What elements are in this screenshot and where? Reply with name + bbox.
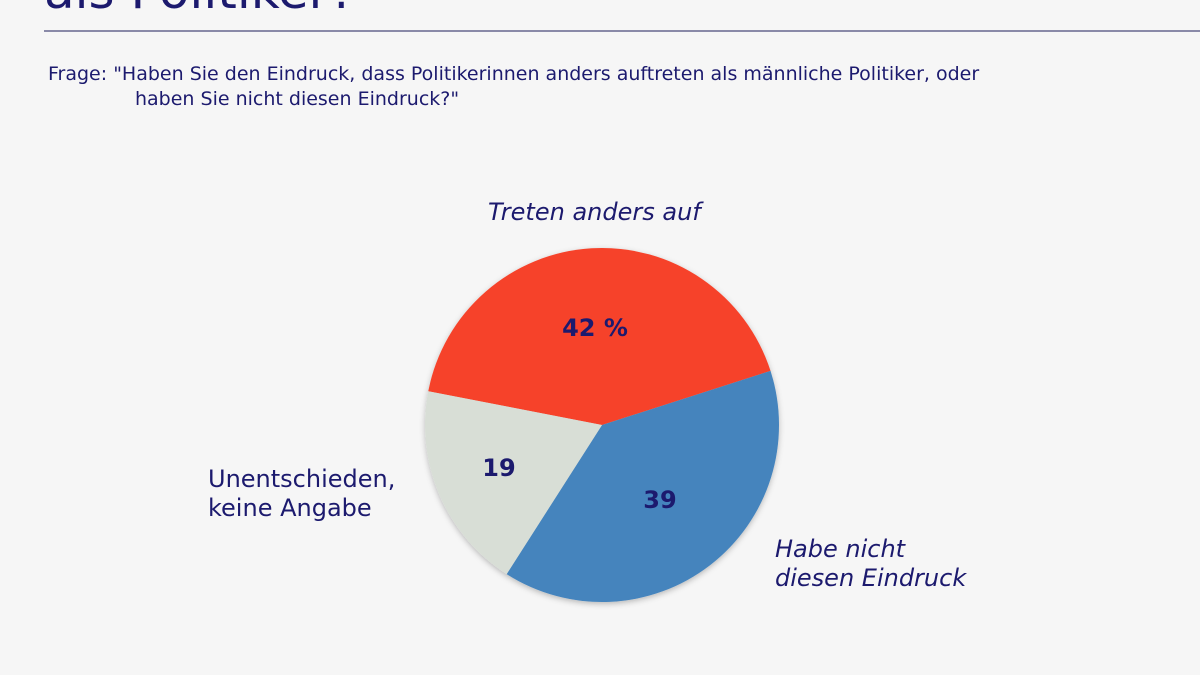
title-divider — [44, 30, 1200, 32]
slice-label-1: Habe nicht diesen Eindruck — [775, 535, 966, 593]
pie-slice-0 — [428, 247, 771, 425]
chart-title: als Politiker? — [44, 0, 356, 20]
pie-slice-1 — [506, 370, 779, 602]
pie-slice-2 — [425, 391, 602, 575]
question-line-1: Frage: "Haben Sie den Eindruck, dass Pol… — [48, 63, 980, 85]
slice-value-0: 42 % — [562, 314, 628, 342]
slice-label-1-line-2: diesen Eindruck — [775, 564, 967, 592]
slice-label-2-line-2: keine Angabe — [208, 494, 372, 522]
slice-value-1: 39 — [643, 486, 676, 514]
slice-label-2: Unentschieden, keine Angabe — [208, 465, 395, 523]
slice-value-2: 19 — [482, 454, 515, 482]
slice-label-0: Treten anders auf — [488, 198, 701, 226]
question-text: Frage: "Haben Sie den Eindruck, dass Pol… — [48, 62, 979, 112]
question-line-2: haben Sie nicht diesen Eindruck?" — [135, 88, 460, 110]
slice-label-2-line-1: Unentschieden, — [208, 465, 396, 493]
slice-label-1-line-1: Habe nicht — [775, 535, 906, 563]
